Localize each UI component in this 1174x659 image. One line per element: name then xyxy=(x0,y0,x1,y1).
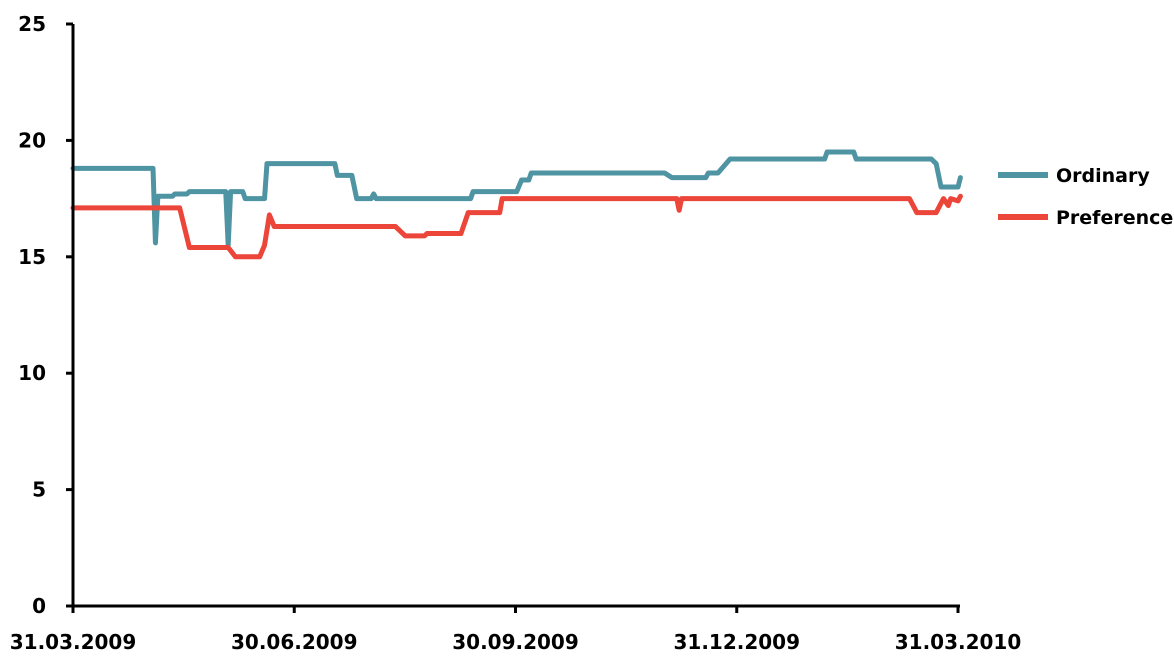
series-line-ordinary xyxy=(70,149,963,248)
series-layer xyxy=(70,149,963,260)
series-line-preference xyxy=(70,193,963,260)
axes-layer xyxy=(71,24,960,608)
legend-label-ordinary: Ordinary xyxy=(1056,165,1150,187)
y-tick-label: 15 xyxy=(18,245,46,269)
y-tick-label: 20 xyxy=(18,128,46,152)
legend: Ordinary Preference xyxy=(998,165,1173,229)
ticks-layer: 0 5 10 15 20 25 31.03.2009 30.06.2009 30.09.2009… xyxy=(10,12,1022,654)
y-tick-label: 5 xyxy=(32,478,46,502)
y-tick-label: 25 xyxy=(18,12,46,36)
y-tick-label: 10 xyxy=(18,361,46,385)
x-tick-label: 31.03.2010 xyxy=(895,630,1022,654)
x-tick-label: 31.12.2009 xyxy=(673,630,800,654)
x-tick-label: 30.06.2009 xyxy=(231,630,358,654)
y-tick-label: 0 xyxy=(32,594,46,618)
legend-label-preference: Preference xyxy=(1056,207,1173,229)
x-tick-label: 30.09.2009 xyxy=(452,630,579,654)
x-tick-label: 31.03.2009 xyxy=(10,630,137,654)
